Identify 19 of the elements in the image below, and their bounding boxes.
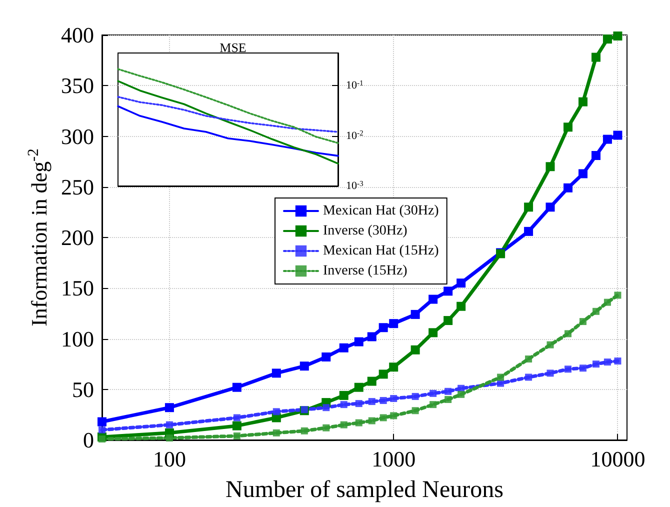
- y-tick-label: 50: [72, 376, 94, 402]
- y-tick-label: 250: [61, 174, 94, 200]
- y-tick-label: 150: [61, 276, 94, 301]
- x-tick-label: 1000: [372, 446, 416, 472]
- x-tick-label: 100: [152, 446, 186, 472]
- y-tick-label: 200: [61, 225, 94, 250]
- chart-title: MSE: [220, 40, 246, 55]
- y-tick-label: 400: [61, 22, 94, 48]
- y-tick-label: 0: [83, 428, 94, 452]
- y-tick-label: 300: [61, 124, 94, 149]
- x-axis-title: Number of sampled Neurons: [226, 477, 504, 503]
- x-tick-label: 10000: [590, 446, 646, 472]
- legend-label: Inverse (30Hz): [323, 224, 408, 238]
- legend-label: Mexican Hat (30Hz): [323, 204, 440, 218]
- y-tick-label: 350: [61, 73, 94, 98]
- y-tick-label: 100: [61, 326, 94, 352]
- y-axis-title: Information in deg-2: [25, 148, 52, 326]
- legend-label: Inverse (15Hz): [323, 264, 408, 278]
- legend-label: Mexican Hat (15Hz): [323, 244, 440, 258]
